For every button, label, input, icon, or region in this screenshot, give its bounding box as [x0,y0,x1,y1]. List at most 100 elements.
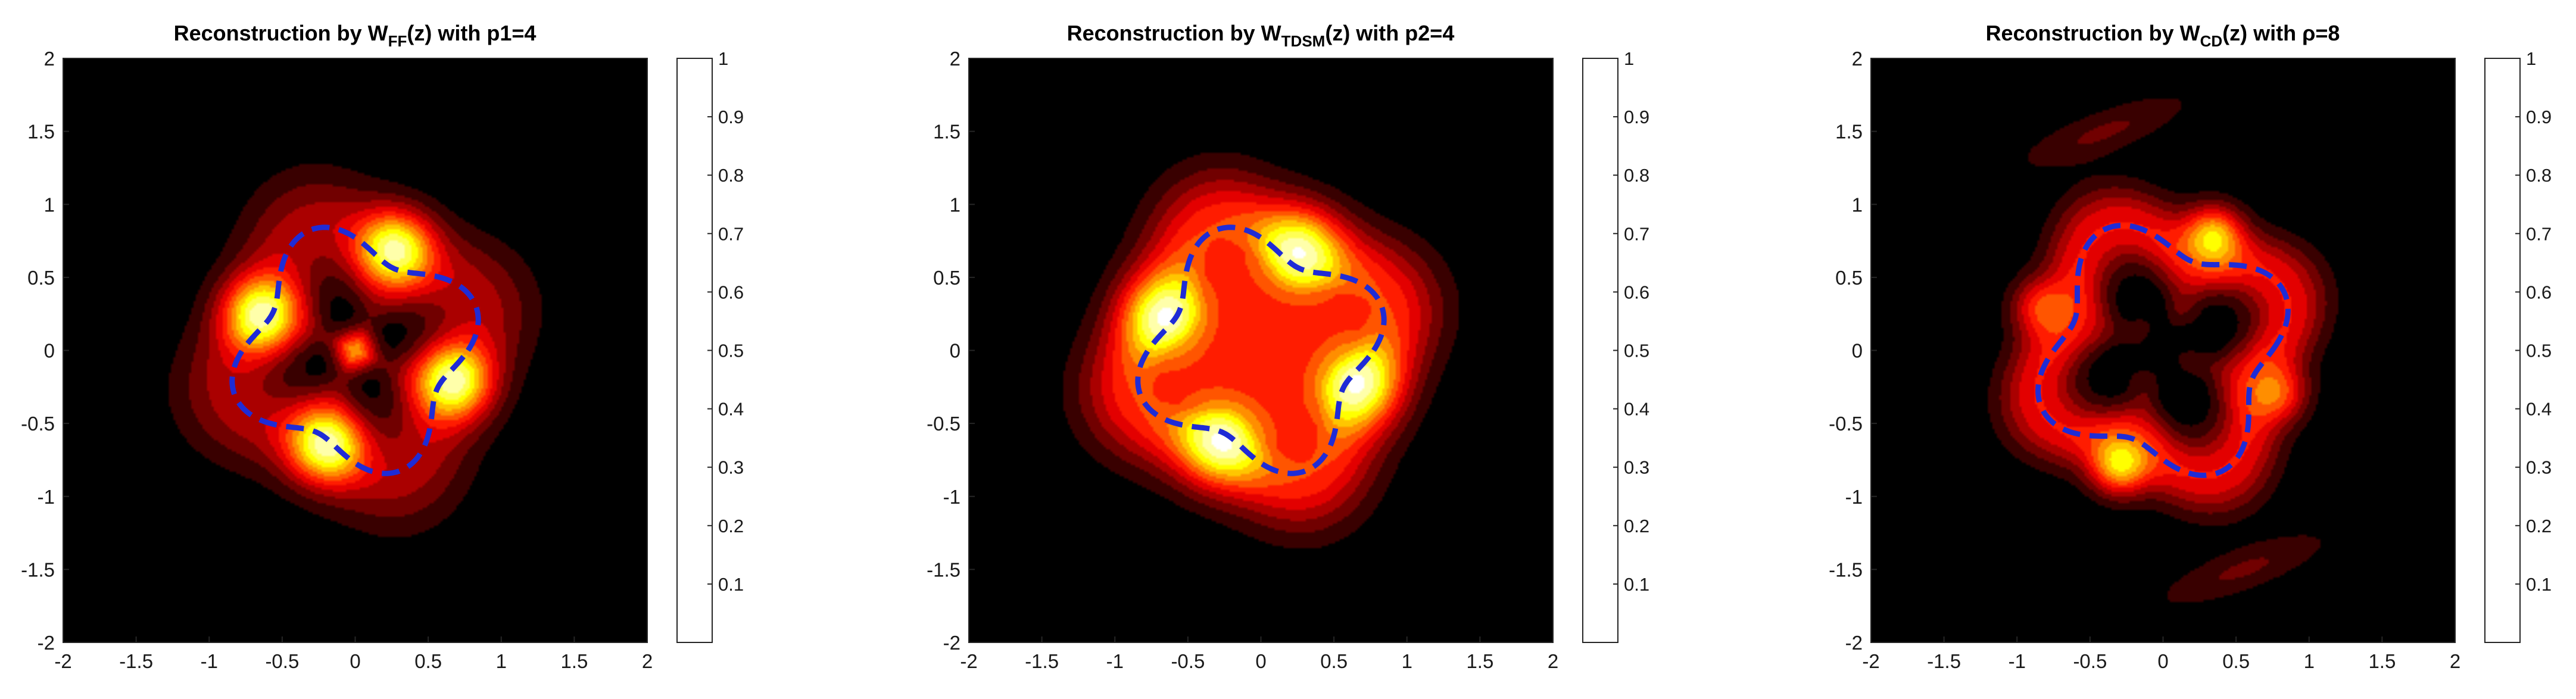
panel-cd-colorbar-tick-label: 0.6 [2526,282,2552,302]
panel-tdsm-colorbar-tick-label: 0.2 [1624,516,1649,536]
panel-cd-y-tick-label: 2 [1852,48,1863,70]
panel-ff-x-tick-label: -1.5 [119,650,153,672]
panel-ff-colorbar-tick-label: 0.3 [718,457,744,478]
panel-tdsm-x-tick-label: 0 [1255,650,1266,672]
panel-ff-colorbar-tick-label: 0.9 [718,107,744,127]
panel-cd-y-tick-label: -1.5 [1829,558,1863,581]
panel-cd-y-tick-label: -0.5 [1829,413,1863,435]
panel-cd-x-tick-label: -1 [2009,650,2026,672]
panel-tdsm-colorbar-tick-label: 1 [1624,48,1634,69]
panel-tdsm-y-tick-label: 1.5 [933,121,960,143]
panel-ff-y-tick-label: 0 [44,340,55,362]
panel-cd-boundary-curve [2035,223,2291,478]
panel-tdsm-colorbar-tick-label: 0.4 [1624,399,1649,420]
panel-ff-boundary-curve [229,224,481,476]
panel-ff-x-tick-label: -1 [201,650,218,672]
panel-cd-y-tick-label: 1 [1852,194,1863,216]
panel-tdsm-y-tick-label: -1.5 [927,558,960,581]
panel-tdsm-x-tick-label: -1 [1106,650,1124,672]
panel-tdsm-x-tick-label: 2 [1548,650,1558,672]
panel-ff-x-tick-label: 2 [642,650,653,672]
panel-cd-y-tick-label: 1.5 [1835,121,1863,143]
panel-tdsm-y-tick-label: 2 [950,48,960,70]
panel-ff-y-tick-label: -1.5 [21,558,55,581]
panel-ff-colorbar-tick-label: 0.7 [718,223,744,244]
panel-cd-x-tick-label: 0 [2157,650,2168,672]
panel-cd-colorbar-tick-label: 0.3 [2526,457,2552,478]
panel-ff-y-tick-label: -1 [38,486,55,508]
panel-ff-colorbar-tick-label: 0.1 [718,574,744,595]
panel-tdsm-y-tick-label: 1 [950,194,960,216]
panel-tdsm-y-tick-label: -2 [943,632,960,654]
panel-tdsm-colorbar-tick-label: 0.3 [1624,457,1649,478]
panel-cd-y-tick-label: -2 [1845,632,1863,654]
panel-ff-colorbar-tick-label: 0.4 [718,399,744,420]
panel-tdsm-x-tick-label: 1 [1402,650,1412,672]
panel-tdsm-x-tick-label: -1.5 [1025,650,1059,672]
panel-tdsm-title: Reconstruction by WTDSM(z) with p2=4 [1067,21,1455,50]
panel-cd-colorbar-tick-label: 0.8 [2526,165,2552,186]
panel-cd-heatmap [1871,58,2455,642]
panel-ff-colorbar-ticks: 1 0.9 0.8 0.7 0.6 0.5 0.4 0.3 0.2 0.1 [707,48,744,595]
panel-ff-colorbar [677,58,712,642]
panel-ff-x-tick-label: 1 [496,650,507,672]
panel-tdsm-y-axis: 2 1.5 1 0.5 0 -0.5 -1 -1.5 -2 [927,48,975,654]
panel-tdsm-colorbar-tick-label: 0.8 [1624,165,1649,186]
panel-ff-colorbar-tick-label: 0.6 [718,282,744,302]
panel-tdsm-x-tick-label: 1.5 [1466,650,1493,672]
panel-tdsm-y-tick-label: 0 [950,340,960,362]
panel-cd-colorbar-tick-label: 0.1 [2526,574,2552,595]
panel-cd-colorbar-tick-label: 0.9 [2526,107,2552,127]
panel-tdsm-colorbar-tick-label: 0.7 [1624,223,1649,244]
panel-tdsm-colorbar-tick-label: 0.9 [1624,107,1649,127]
panel-tdsm-x-axis: -2 -1.5 -1 -0.5 0 0.5 1 1.5 2 [960,636,1558,672]
panel-cd-x-axis: -2 -1.5 -1 -0.5 0 0.5 1 1.5 2 [1862,636,2460,672]
panel-cd-y-axis: 2 1.5 1 0.5 0 -0.5 -1 -1.5 -2 [1829,48,1877,654]
panel-cd-x-tick-label: 2 [2450,650,2460,672]
panel-ff-x-tick-label: 0 [350,650,360,672]
panel-tdsm-boundary-curve [1135,224,1387,476]
panel-ff-colorbar-tick-label: 0.2 [718,516,744,536]
panel-cd-colorbar-tick-label: 1 [2526,48,2536,69]
panel-ff-heatmap [63,58,647,642]
panel-ff-y-tick-label: -0.5 [21,413,55,435]
panel-ff-colorbar-tick-label: 0.8 [718,165,744,186]
panel-cd-x-tick-label: -2 [1862,650,1879,672]
panel-cd-y-tick-label: -1 [1845,486,1863,508]
panel-tdsm-y-tick-label: -1 [943,486,960,508]
panel-ff-x-tick-label: -2 [54,650,71,672]
panel-tdsm: Reconstruction by WTDSM(z) with p2=4 -2 -… [927,21,1649,672]
panel-ff-y-tick-label: 2 [44,48,55,70]
panel-tdsm-x-tick-label: -0.5 [1171,650,1205,672]
panel-ff-x-axis: -2 -1.5 -1 -0.5 0 0.5 1 1.5 2 [54,636,653,672]
panel-cd: Reconstruction by WCD(z) with ρ=8 -2 -1.5… [1829,21,2552,672]
panel-cd-colorbar-tick-label: 0.5 [2526,341,2552,361]
panel-cd-colorbar-tick-label: 0.4 [2526,399,2552,420]
panel-cd-y-tick-label: 0.5 [1835,267,1863,289]
panel-ff-y-tick-label: -2 [38,632,55,654]
panel-cd-x-tick-label: -1.5 [1927,650,1961,672]
panel-tdsm-y-tick-label: -0.5 [927,413,960,435]
panel-tdsm-heatmap [969,58,1553,642]
panel-tdsm-colorbar-tick-label: 0.1 [1624,574,1649,595]
panel-cd-y-tick-label: 0 [1852,340,1863,362]
panel-tdsm-colorbar [1583,58,1618,642]
panel-tdsm-y-tick-label: 0.5 [933,267,960,289]
panel-cd-title: Reconstruction by WCD(z) with ρ=8 [1986,21,2340,50]
panel-cd-colorbar-tick-label: 0.2 [2526,516,2552,536]
panel-cd-x-tick-label: 0.5 [2222,650,2250,672]
panel-ff: Reconstruction by WFF(z) with p1=4 -2 -1.… [21,21,744,672]
panel-ff-x-tick-label: 1.5 [560,650,588,672]
panel-cd-x-tick-label: -0.5 [2073,650,2107,672]
panel-ff-title: Reconstruction by WFF(z) with p1=4 [174,21,537,50]
panel-ff-x-tick-label: 0.5 [414,650,442,672]
panel-tdsm-x-tick-label: 0.5 [1320,650,1348,672]
panel-tdsm-colorbar-tick-label: 0.5 [1624,341,1649,361]
panel-cd-colorbar-ticks: 1 0.9 0.8 0.7 0.6 0.5 0.4 0.3 0.2 0.1 [2515,48,2552,595]
panel-ff-colorbar-tick-label: 0.5 [718,341,744,361]
panel-ff-y-tick-label: 1.5 [27,121,55,143]
panel-cd-colorbar-tick-label: 0.7 [2526,223,2552,244]
panel-cd-colorbar [2485,58,2520,642]
panel-ff-colorbar-tick-label: 1 [718,48,728,69]
